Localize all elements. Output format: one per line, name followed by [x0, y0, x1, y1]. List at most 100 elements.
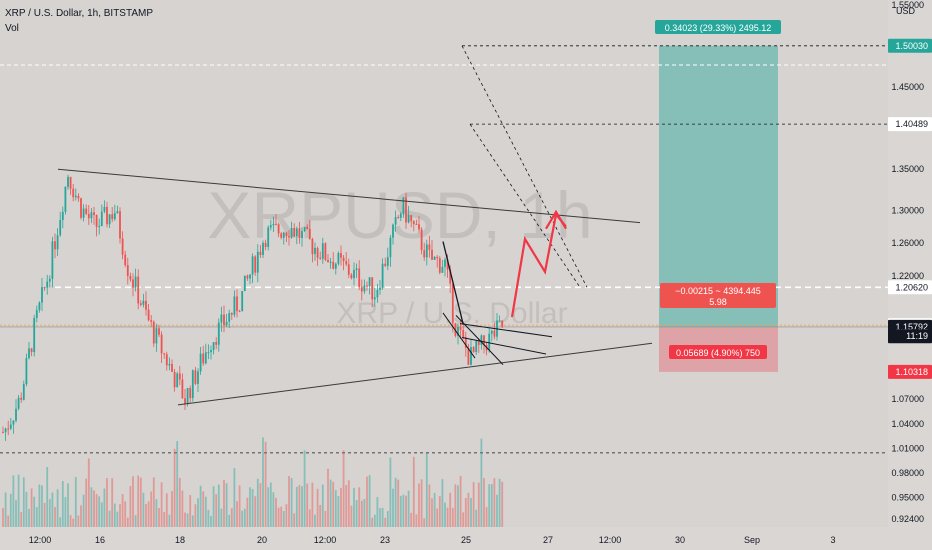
volume-bar	[82, 494, 85, 527]
volume-bar	[158, 508, 160, 527]
candle-body	[225, 321, 228, 326]
candle-body	[4, 428, 7, 433]
candle-body	[54, 241, 56, 250]
volume-bar	[389, 457, 392, 527]
volume-bar	[241, 510, 244, 527]
volume-bar	[269, 482, 272, 527]
candle-body	[373, 297, 376, 300]
candle-body	[371, 277, 374, 300]
candle-body	[407, 215, 410, 223]
price-label-top-target: 1.50030	[888, 38, 932, 53]
volume-bar	[243, 508, 246, 527]
candle-body	[303, 226, 306, 232]
trend-line	[57, 168, 641, 224]
volume-bar	[360, 500, 363, 527]
candle-body	[277, 224, 280, 234]
volume-bar	[428, 484, 431, 527]
dashed-diagonal	[469, 123, 581, 288]
candle-body	[488, 333, 491, 351]
candle-body	[74, 195, 77, 198]
volume-bar	[223, 479, 225, 527]
candle-body	[360, 287, 363, 292]
target-label: 0.34023 (29.33%) 2495.12	[655, 20, 781, 34]
candle-body	[483, 335, 485, 346]
projection-arrowhead	[545, 209, 567, 230]
candle-body	[100, 211, 103, 226]
candle-body	[493, 330, 496, 337]
candle-body	[363, 285, 366, 292]
volume-bar	[444, 502, 446, 527]
candle-body	[449, 269, 452, 284]
volume-bar	[306, 483, 309, 527]
volume-bar	[2, 508, 4, 527]
candle-body	[95, 215, 98, 227]
volume-bar	[80, 505, 82, 527]
volume-bar	[498, 478, 501, 527]
volume-bar	[20, 512, 23, 527]
price-label-stop: 1.10318	[888, 364, 932, 379]
volume-bar	[15, 500, 17, 527]
volume-bar	[100, 502, 103, 527]
price-tick: 0.92400	[891, 514, 924, 524]
candle-body	[446, 259, 449, 270]
volume-bar	[48, 499, 51, 527]
volume-bar	[355, 500, 358, 527]
candle-body	[48, 278, 51, 282]
volume-bar	[451, 507, 454, 527]
candle-body	[67, 176, 69, 187]
candle-body	[350, 274, 353, 279]
candle-body	[444, 259, 446, 267]
volume-bar	[59, 517, 62, 527]
plot-area	[0, 0, 888, 527]
candle-body	[61, 211, 64, 221]
volume-bar	[210, 515, 212, 527]
volume-bar	[202, 491, 205, 527]
candle-body	[480, 335, 483, 345]
volume-bar	[259, 483, 262, 527]
volume-bar	[95, 494, 98, 527]
candle-body	[119, 211, 121, 239]
volume-bar	[74, 477, 77, 527]
volume-bar	[501, 481, 504, 527]
volume-bar	[72, 518, 75, 527]
volume-bar	[191, 515, 194, 527]
volume-bar	[392, 488, 394, 527]
candle-body	[251, 256, 254, 275]
candle-body	[389, 237, 392, 258]
volume-bar	[230, 508, 233, 527]
price-label-text: 1.10318	[895, 367, 928, 377]
candle-body	[22, 384, 25, 400]
candle-body	[392, 224, 394, 238]
time-tick: 27	[543, 535, 553, 545]
candle-body	[384, 263, 387, 266]
price-tick: 1.04000	[891, 419, 924, 429]
volume-bar	[384, 517, 387, 527]
volume-bar	[277, 507, 280, 527]
candle-body	[431, 249, 433, 260]
volume-bar	[225, 483, 228, 527]
candle-body	[41, 287, 43, 303]
price-label-text: 1.15792	[895, 322, 928, 332]
volume-bars	[2, 437, 504, 527]
volume-bar	[350, 505, 353, 527]
volume-bar	[459, 475, 462, 527]
candle-body	[51, 241, 54, 279]
volume-bar	[4, 492, 7, 527]
candle-body	[477, 341, 480, 345]
volume-bar	[126, 517, 129, 527]
candle-body	[20, 397, 23, 400]
time-tick: 20	[257, 535, 267, 545]
volume-bar	[251, 489, 254, 527]
candle-body	[282, 232, 285, 238]
candle-body	[423, 250, 426, 258]
candle-body	[17, 397, 20, 409]
candle-body	[451, 283, 454, 324]
volume-bar	[462, 512, 465, 527]
candle-body	[256, 251, 259, 273]
candle-body	[137, 276, 140, 304]
candle-body	[501, 320, 504, 327]
candle-body	[28, 348, 30, 359]
candle-body	[30, 348, 33, 353]
volume-bar	[236, 501, 238, 527]
